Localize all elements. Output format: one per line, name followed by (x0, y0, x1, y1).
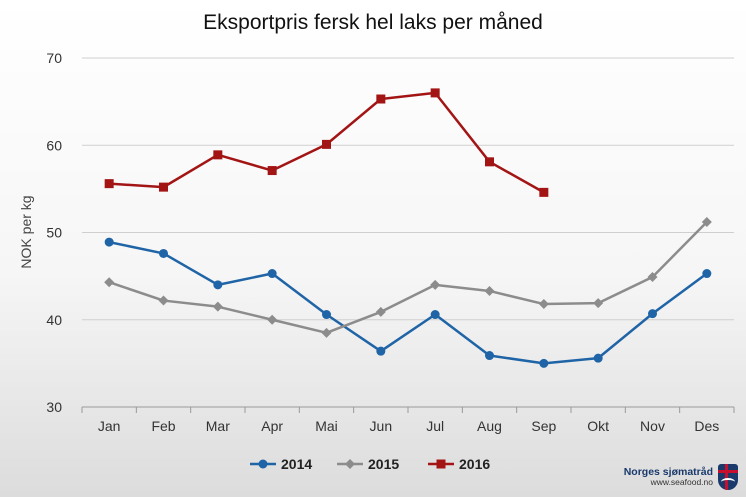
data-point (485, 351, 494, 361)
data-point (267, 166, 277, 176)
x-tick-label: Feb (151, 418, 175, 434)
data-point (104, 277, 115, 288)
legend-marker (345, 459, 355, 469)
legend: 2014 2015 2016 (250, 456, 490, 472)
data-point (213, 150, 223, 160)
data-point (539, 187, 549, 197)
norges-sjomatrad-logo: Norges sjømatråd www.seafood.no (624, 464, 738, 490)
x-tick-label: Jul (426, 418, 444, 434)
data-point (159, 248, 168, 258)
x-tick-label: Des (694, 418, 719, 434)
data-point (322, 139, 331, 149)
data-point (430, 88, 440, 98)
series-2016 (104, 88, 549, 197)
data-point (104, 237, 114, 247)
y-tick-label: 60 (46, 137, 62, 153)
data-point (212, 301, 223, 312)
legend-label: 2014 (281, 456, 312, 472)
x-tick-label: Apr (261, 418, 283, 434)
data-point (158, 295, 169, 306)
data-point (647, 271, 658, 282)
series-line (108, 221, 708, 335)
logo-name: Norges sjømatråd (623, 466, 713, 479)
data-point (322, 310, 331, 320)
x-tick-label: Mar (206, 418, 230, 434)
data-point (485, 157, 494, 167)
legend-marker (258, 459, 268, 469)
x-tick-label: Aug (477, 418, 502, 434)
data-point (321, 327, 332, 338)
x-tick-label: Sep (531, 418, 556, 434)
data-point (430, 310, 440, 320)
data-point (267, 314, 278, 325)
logo-url: www.seafood.no (650, 477, 713, 488)
x-tick-label: Jun (370, 418, 393, 434)
chart-title: Eksportpris fersk hel laks per måned (203, 11, 543, 34)
data-point (159, 182, 168, 192)
norge-flag-shield-icon (718, 464, 738, 490)
x-tick-label: Nov (640, 418, 665, 434)
legend-label: 2016 (459, 456, 490, 472)
data-point (593, 298, 604, 309)
data-point (376, 346, 386, 356)
data-point (538, 299, 549, 310)
data-point (539, 358, 549, 368)
legend-item-2016: 2016 (428, 456, 490, 472)
data-point (484, 285, 495, 296)
series-layer (104, 88, 712, 368)
legend-item-2014: 2014 (250, 456, 312, 472)
y-tick-label: 70 (46, 50, 62, 66)
legend-label: 2015 (368, 456, 399, 472)
y-tick-label: 30 (46, 399, 62, 415)
data-point (267, 269, 277, 279)
series-line (108, 240, 708, 365)
x-axis-ticks: Jan Feb Mar Apr Mai Jun Jul Aug Sep Okt Nov Des (81, 407, 735, 434)
y-axis-ticks: 30 40 50 60 70 (46, 50, 62, 415)
data-point (593, 353, 603, 363)
series-2014 (104, 237, 712, 368)
data-point (376, 94, 386, 104)
gridlines (82, 57, 734, 408)
x-tick-label: Okt (587, 418, 609, 434)
data-point (213, 280, 223, 290)
series-2015 (104, 217, 712, 338)
x-tick-label: Mai (315, 418, 338, 434)
y-tick-label: 50 (46, 225, 62, 241)
y-axis-label: NOK per kg (18, 195, 34, 268)
legend-marker (436, 459, 446, 469)
y-tick-label: 40 (46, 312, 62, 328)
data-point (702, 269, 712, 279)
data-point (701, 217, 712, 228)
data-point (104, 179, 114, 189)
legend-item-2015: 2015 (337, 456, 399, 472)
data-point (430, 279, 441, 290)
x-tick-label: Jan (98, 418, 121, 434)
data-point (375, 306, 386, 317)
data-point (648, 309, 657, 319)
